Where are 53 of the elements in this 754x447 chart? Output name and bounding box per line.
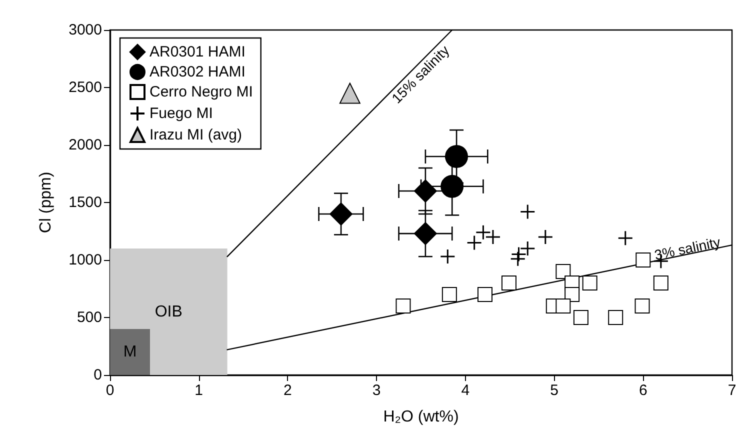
series-label: OIB [154, 303, 182, 320]
legend-label: AR0301 HAMI [150, 44, 246, 60]
point [396, 298, 411, 314]
point [653, 276, 668, 290]
point [556, 264, 571, 279]
point [636, 252, 651, 268]
point [520, 204, 536, 220]
x-tick-label: 4 [461, 382, 470, 399]
point [618, 230, 634, 246]
legend-label: AR0302 HAMI [150, 64, 246, 80]
y-tick-label: 2000 [68, 136, 102, 154]
point [414, 222, 437, 246]
point [608, 310, 624, 325]
point [330, 202, 353, 226]
legend-label: Fuego MI [150, 105, 213, 122]
y-axis-title: Cl (ppm) [38, 172, 54, 234]
point [477, 287, 492, 302]
point [582, 276, 598, 290]
x-tick-label: 0 [106, 382, 114, 399]
legend-label: Cerro Negro MI [150, 84, 253, 100]
series-label: M [123, 344, 137, 360]
x-tick-label: 5 [550, 382, 558, 399]
point [466, 235, 482, 250]
y-tick-label: 2500 [68, 79, 102, 96]
y-tick-label: 1500 [68, 194, 102, 211]
x-tick-label: 1 [194, 382, 204, 399]
x-tick-label: 6 [638, 382, 648, 399]
y-tick-label: 1000 [68, 252, 102, 268]
x-tick-label: 3 [372, 382, 381, 399]
point [414, 180, 437, 202]
point [485, 229, 501, 245]
point [442, 287, 457, 302]
point [538, 229, 554, 245]
legend-label: Irazu MI (avg) [150, 126, 242, 144]
y-tick-label: 0 [94, 366, 102, 384]
point [564, 287, 580, 302]
point [510, 246, 526, 262]
x-axis-title: H₂O (wt%) [383, 408, 459, 426]
point [556, 298, 571, 314]
point [573, 310, 588, 325]
y-tick-label: 3000 [68, 22, 102, 38]
point [520, 240, 536, 256]
point [510, 251, 526, 267]
point [501, 276, 516, 290]
point [339, 82, 360, 104]
point [440, 248, 456, 264]
x-tick-label: 7 [728, 382, 736, 399]
point [440, 174, 464, 198]
point [475, 224, 491, 240]
x-tick-label: 2 [284, 382, 292, 399]
y-tick-label: 500 [76, 309, 102, 326]
point [634, 298, 650, 314]
point [445, 145, 468, 168]
